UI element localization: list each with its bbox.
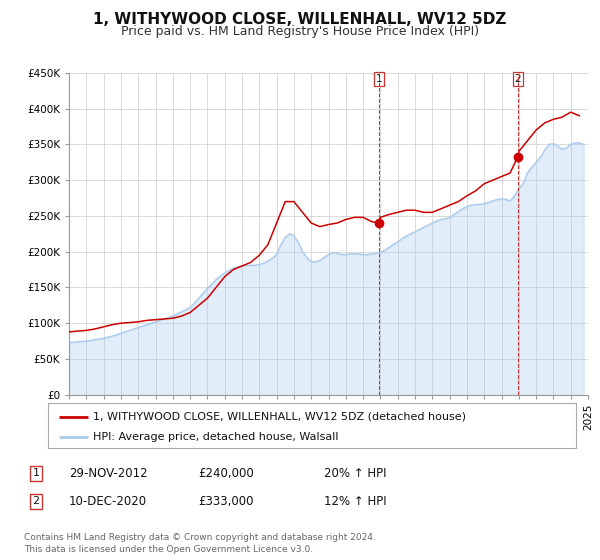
Text: 1, WITHYWOOD CLOSE, WILLENHALL, WV12 5DZ: 1, WITHYWOOD CLOSE, WILLENHALL, WV12 5DZ	[94, 12, 506, 27]
Text: 10-DEC-2020: 10-DEC-2020	[69, 494, 147, 508]
Text: Price paid vs. HM Land Registry's House Price Index (HPI): Price paid vs. HM Land Registry's House …	[121, 25, 479, 38]
Text: 2: 2	[514, 74, 521, 84]
Text: £240,000: £240,000	[198, 466, 254, 480]
Text: HPI: Average price, detached house, Walsall: HPI: Average price, detached house, Wals…	[93, 432, 338, 442]
Text: This data is licensed under the Open Government Licence v3.0.: This data is licensed under the Open Gov…	[24, 545, 313, 554]
Text: 1: 1	[32, 468, 40, 478]
Text: 2: 2	[32, 496, 40, 506]
Text: £333,000: £333,000	[198, 494, 254, 508]
Text: 1, WITHYWOOD CLOSE, WILLENHALL, WV12 5DZ (detached house): 1, WITHYWOOD CLOSE, WILLENHALL, WV12 5DZ…	[93, 412, 466, 422]
Text: Contains HM Land Registry data © Crown copyright and database right 2024.: Contains HM Land Registry data © Crown c…	[24, 533, 376, 542]
Text: 29-NOV-2012: 29-NOV-2012	[69, 466, 148, 480]
Text: 1: 1	[376, 74, 382, 84]
Text: 20% ↑ HPI: 20% ↑ HPI	[324, 466, 386, 480]
Text: 12% ↑ HPI: 12% ↑ HPI	[324, 494, 386, 508]
